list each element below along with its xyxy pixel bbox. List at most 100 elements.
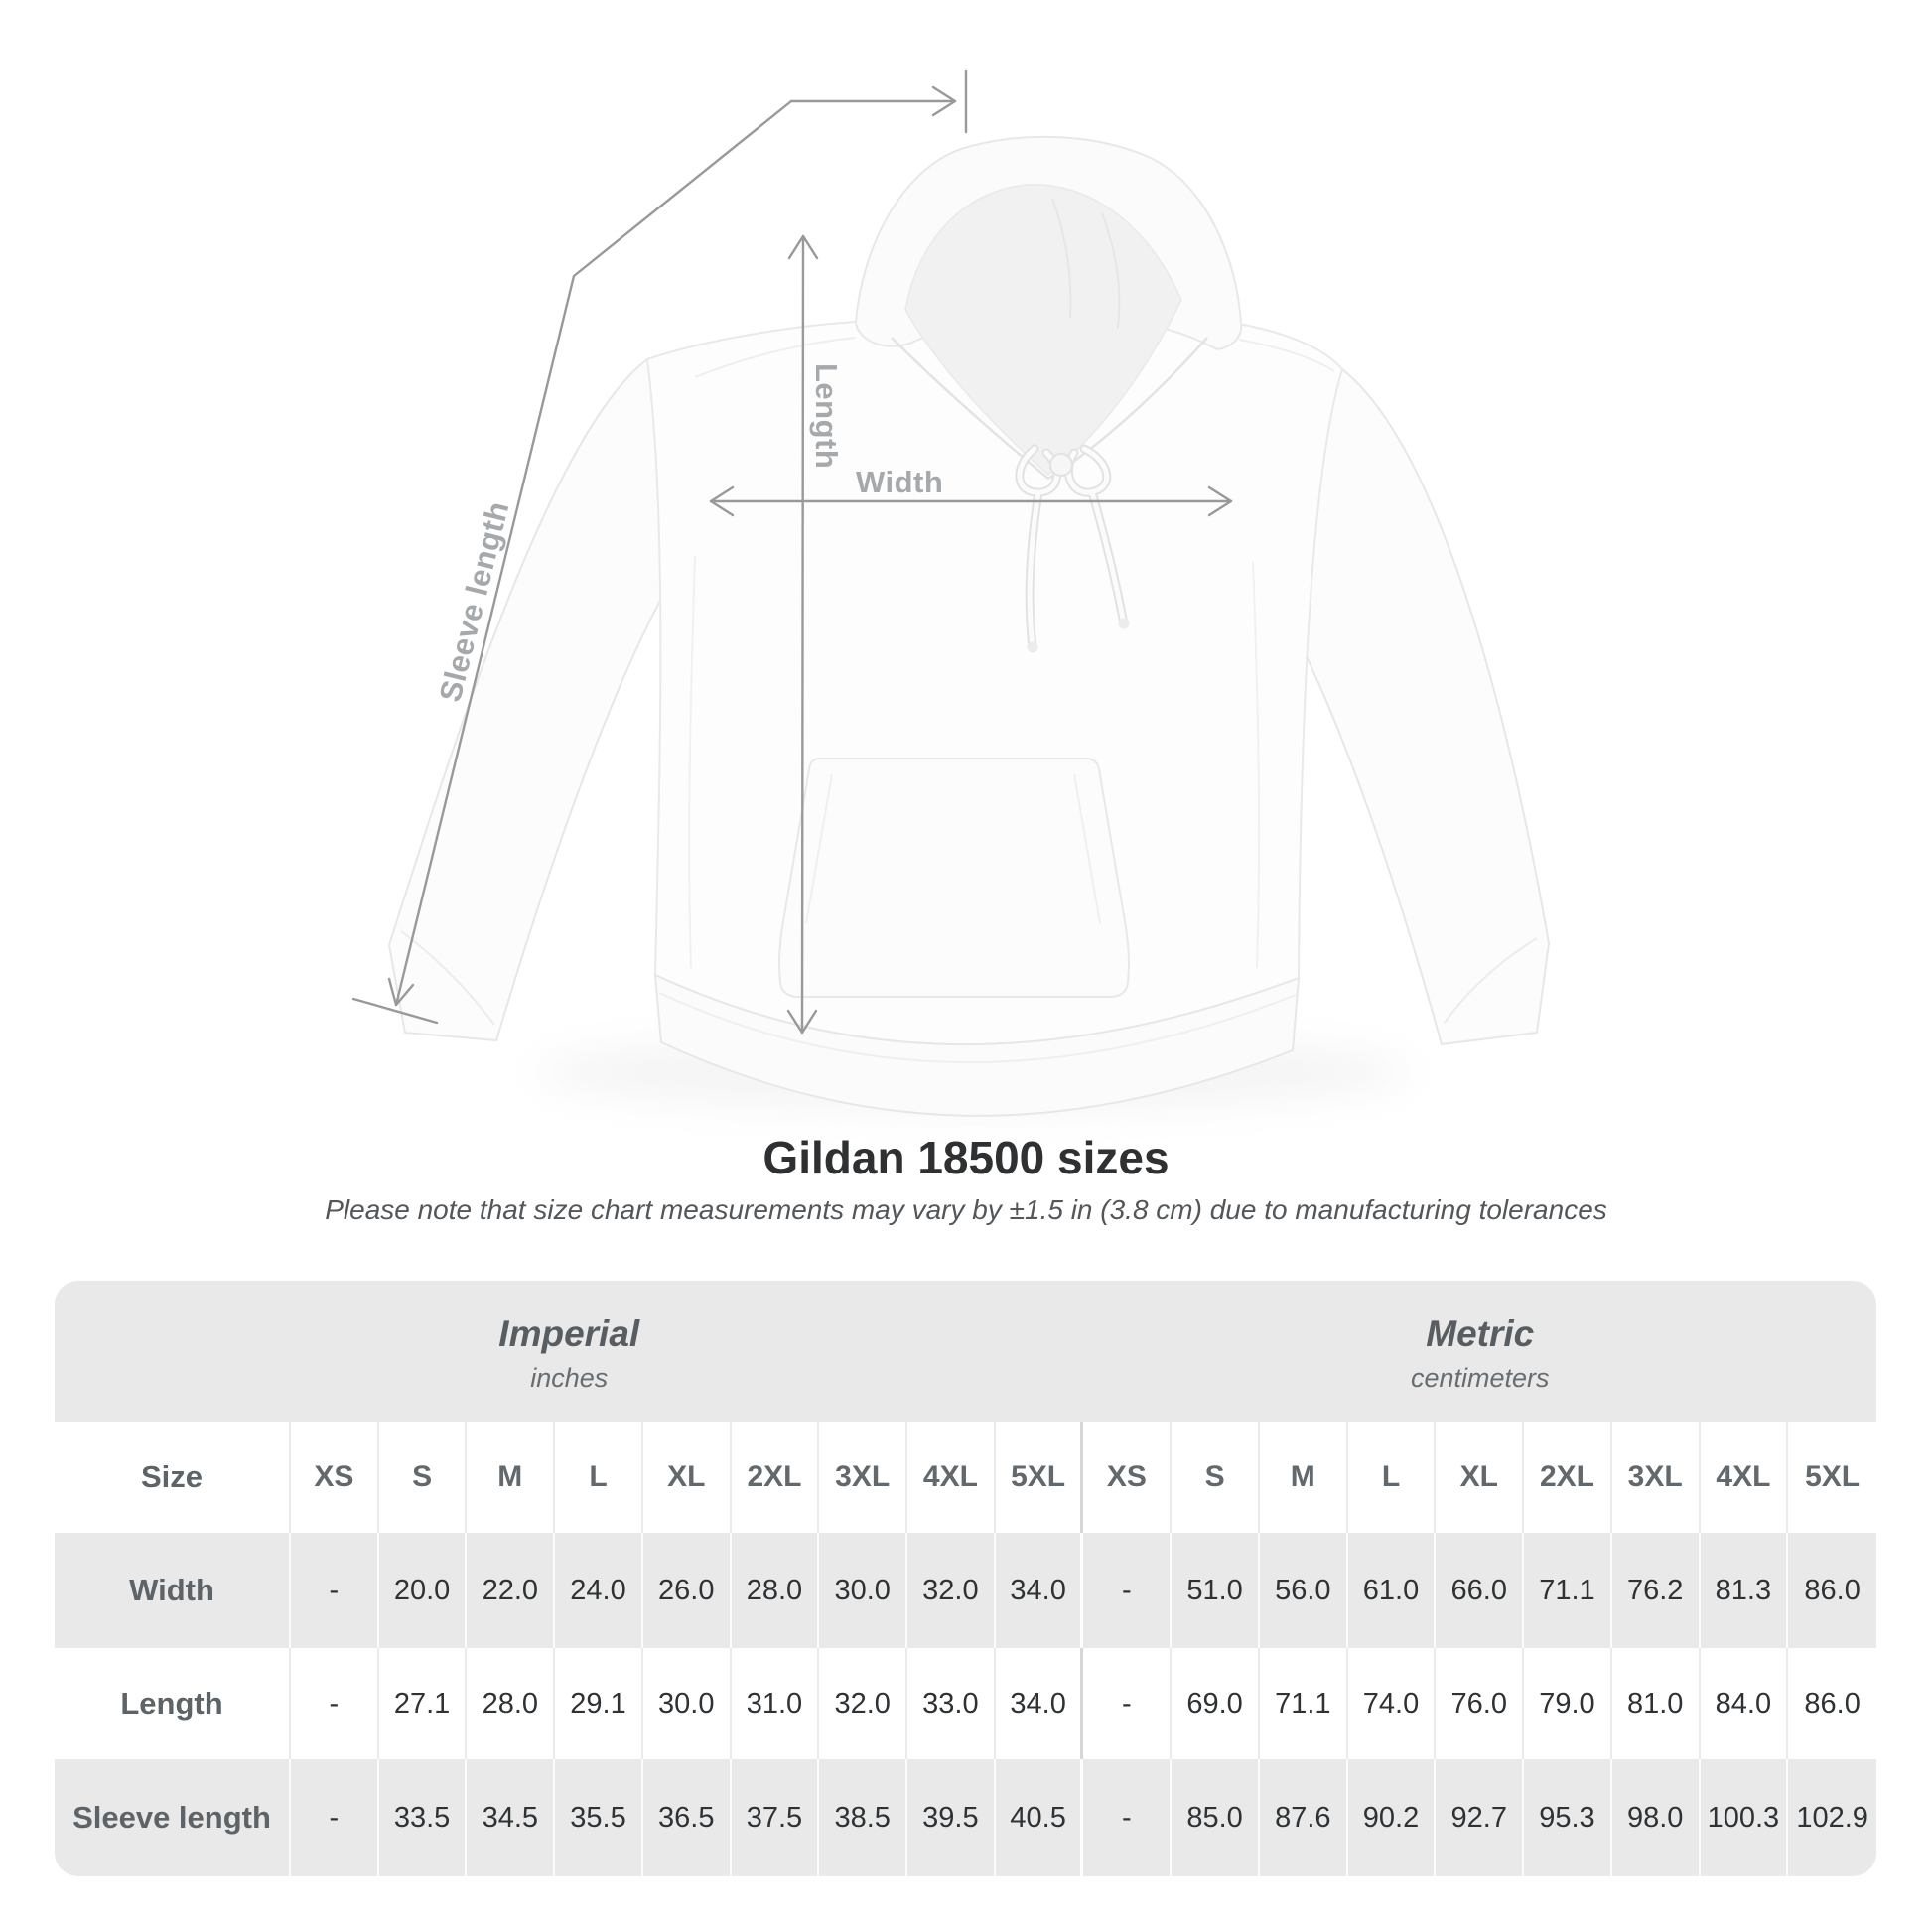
sleeve-value-cell: 98.0 — [1612, 1759, 1701, 1876]
sleeve-value-cell: 35.5 — [555, 1759, 643, 1876]
imperial-units-label: inches — [530, 1362, 609, 1393]
sleeve-value-cell: - — [1083, 1759, 1173, 1876]
size-header-row: Size XS S M L XL 2XL 3XL 4XL 5XL XS S M L XL 2XL 3XL 4X… — [55, 1422, 1876, 1533]
sleeve-value-cell: 92.7 — [1436, 1759, 1525, 1876]
hem-rib-line — [658, 992, 1297, 1064]
length-value-cell: 29.1 — [555, 1648, 643, 1759]
size-column-header: 2XL — [1524, 1422, 1612, 1533]
width-value-cell: 34.0 — [996, 1533, 1084, 1648]
size-column-header: 3XL — [1612, 1422, 1701, 1533]
right-cuff-seam — [1444, 937, 1538, 1024]
size-column-header: L — [1348, 1422, 1437, 1533]
length-value-cell: 28.0 — [467, 1648, 556, 1759]
length-value-cell: 31.0 — [732, 1648, 820, 1759]
hoodie-hem-band — [653, 973, 1301, 1117]
size-column-header: XL — [643, 1422, 732, 1533]
width-value-cell: 20.0 — [379, 1533, 468, 1648]
length-value-cell: - — [291, 1648, 379, 1759]
length-value-cell: 30.0 — [643, 1648, 732, 1759]
length-value-cell: 71.1 — [1260, 1648, 1348, 1759]
table-row-width: Width -20.0 22.0 24.0 26.0 28.0 30.0 32.0 34.0 … — [55, 1533, 1876, 1648]
length-value-cell: 27.1 — [379, 1648, 468, 1759]
sleeve-value-cell: 102.9 — [1796, 1801, 1868, 1834]
row-label-sleeve-length: Sleeve length — [55, 1759, 291, 1876]
length-value-cell: 86.0 — [1804, 1687, 1861, 1720]
length-value-cell: 76.0 — [1436, 1648, 1525, 1759]
hood-fold-line — [1051, 198, 1072, 319]
size-column-header: 3XL — [819, 1422, 908, 1533]
width-value-cell: 22.0 — [467, 1533, 556, 1648]
imperial-group-header: Imperial inches — [55, 1281, 1084, 1422]
neckline-left-seam — [891, 337, 1049, 480]
width-dimension-arrow — [709, 485, 1233, 517]
sleeve-value-cell: 34.5 — [467, 1759, 556, 1876]
length-value-cell: 34.0 — [996, 1648, 1084, 1759]
unit-group-header: Imperial inches Metric centimeters — [55, 1281, 1876, 1422]
size-column-header: M — [1260, 1422, 1348, 1533]
sleeve-value-cell: 36.5 — [643, 1759, 732, 1876]
sleeve-value-cell: 38.5 — [819, 1759, 908, 1876]
size-column-header: 4XL — [907, 1422, 996, 1533]
width-value-cell: - — [291, 1533, 379, 1648]
length-dimension-label: Length — [809, 363, 844, 470]
sleeve-dimension-arrow — [351, 69, 968, 1025]
hood-inner-lining — [904, 184, 1182, 476]
sleeve-value-cell: 90.2 — [1348, 1759, 1437, 1876]
width-value-cell: - — [1083, 1533, 1173, 1648]
width-value-cell: 61.0 — [1348, 1533, 1437, 1648]
length-value-cell: - — [1083, 1648, 1173, 1759]
pocket-left-opening-seam — [805, 773, 833, 924]
sleeve-value-cell: - — [291, 1759, 379, 1876]
sleeve-value-cell: 95.3 — [1524, 1759, 1612, 1876]
width-value-cell: 71.1 — [1524, 1533, 1612, 1648]
sleeve-value-cell: 85.0 — [1172, 1759, 1260, 1876]
sleeve-value-cell: 39.5 — [907, 1759, 996, 1876]
length-value-cell: 84.0 — [1701, 1648, 1789, 1759]
left-side-seam — [688, 555, 696, 969]
tolerance-note: Please note that size chart measurements… — [325, 1194, 1607, 1225]
metric-group-header: Metric centimeters — [1084, 1281, 1877, 1422]
size-column-header: S — [379, 1422, 468, 1533]
length-dimension-arrow — [786, 234, 819, 1035]
hood-fold-line-2 — [1101, 212, 1121, 329]
size-header-cell: Size — [55, 1422, 291, 1533]
hoodie-measurement-diagram: Length Width Sleeve length — [351, 69, 1551, 1117]
size-column-header: 2XL — [732, 1422, 820, 1533]
width-value-cell: 28.0 — [732, 1533, 820, 1648]
size-column-header: L — [555, 1422, 643, 1533]
size-column-header: 4XL — [1701, 1422, 1789, 1533]
sleeve-value-cell: 100.3 — [1701, 1759, 1789, 1876]
page-title: Gildan 18500 sizes — [762, 1132, 1170, 1183]
length-value-cell: 81.0 — [1612, 1648, 1701, 1759]
width-value-cell: 51.0 — [1172, 1533, 1260, 1648]
size-column-header: XS — [291, 1422, 379, 1533]
width-value-cell: 66.0 — [1436, 1533, 1525, 1648]
length-value-cell: 69.0 — [1172, 1648, 1260, 1759]
hoodie-illustration — [351, 69, 1551, 1117]
length-value-cell: 33.0 — [907, 1648, 996, 1759]
metric-label: Metric — [1426, 1312, 1535, 1354]
dimension-lines — [351, 69, 1233, 1035]
table-row-sleeve-length: Sleeve length -33.5 34.5 35.5 36.5 37.5 38.5 3… — [55, 1759, 1876, 1876]
sleeve-value-cell: 40.5 — [996, 1759, 1084, 1876]
width-value-cell: 30.0 — [819, 1533, 908, 1648]
row-label-width: Width — [55, 1533, 291, 1648]
table-row-length: Length -27.1 28.0 29.1 30.0 31.0 32.0 33.0 34.0… — [55, 1648, 1876, 1759]
drawstrings — [1015, 444, 1130, 653]
length-value-cell: 32.0 — [819, 1648, 908, 1759]
width-value-cell: 26.0 — [643, 1533, 732, 1648]
pocket-right-opening-seam — [1073, 773, 1101, 924]
right-side-seam — [1252, 561, 1261, 969]
size-column-header: 5XL — [996, 1422, 1084, 1533]
length-value-cell: 74.0 — [1348, 1648, 1437, 1759]
size-column-header: 5XL — [1805, 1460, 1861, 1493]
width-value-cell: 56.0 — [1260, 1533, 1348, 1648]
size-column-header: XL — [1436, 1422, 1525, 1533]
width-value-cell: 24.0 — [555, 1533, 643, 1648]
width-value-cell: 32.0 — [907, 1533, 996, 1648]
width-value-cell: 81.3 — [1701, 1533, 1789, 1648]
size-column-header: M — [467, 1422, 556, 1533]
size-table: Imperial inches Metric centimeters Size … — [55, 1281, 1876, 1876]
sleeve-value-cell: 33.5 — [379, 1759, 468, 1876]
